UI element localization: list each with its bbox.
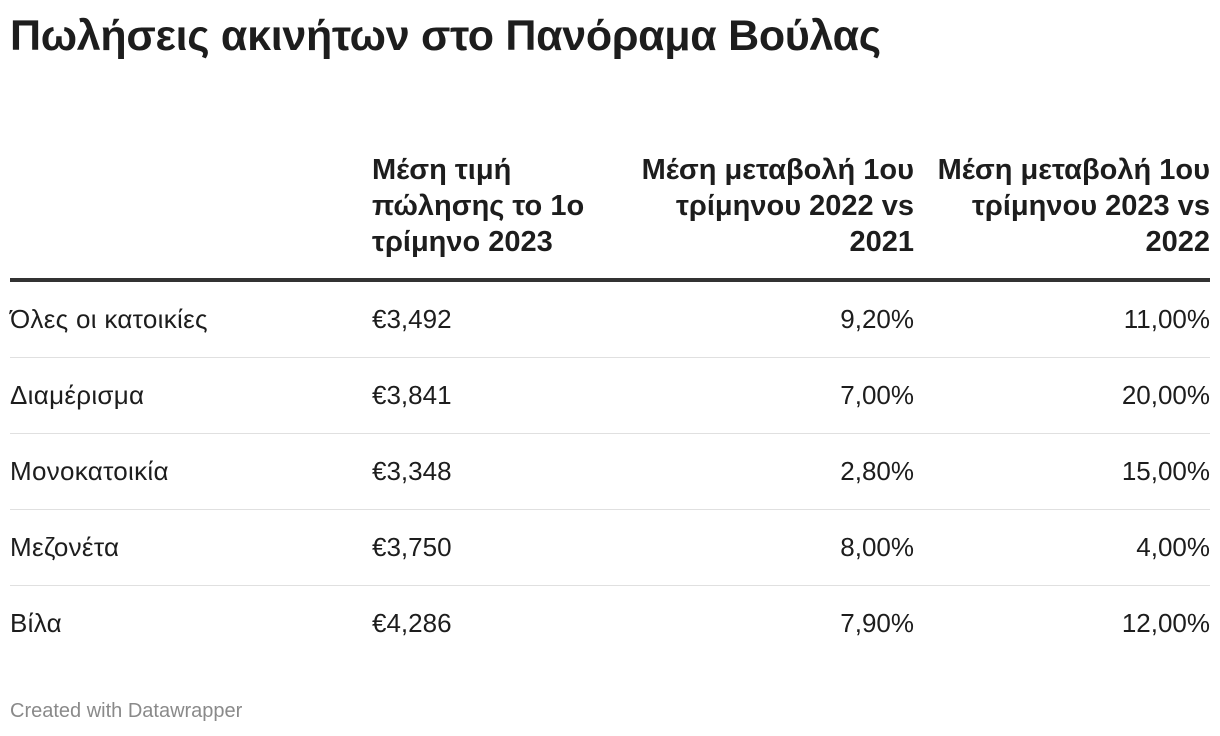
row-change-2023-vs-2022: 4,00% — [914, 509, 1210, 586]
row-price: €3,841 — [372, 357, 632, 434]
table-row: Βίλα €4,286 7,90% 12,00% — [10, 586, 1210, 662]
row-change-2022-vs-2021: 2,80% — [632, 433, 914, 510]
row-price: €3,492 — [372, 280, 632, 358]
row-category: Μονοκατοικία — [10, 433, 372, 510]
row-change-2022-vs-2021: 7,00% — [632, 357, 914, 434]
row-change-2022-vs-2021: 9,20% — [632, 280, 914, 358]
row-change-2023-vs-2022: 12,00% — [1121, 608, 1210, 638]
column-header-price: Μέση τιμή πώλησης το 1ο τρίμηνο 2023 — [372, 114, 632, 282]
row-change-2023-vs-2022: 15,00% — [914, 433, 1210, 510]
table-row: Διαμέρισμα €3,841 7,00% 20,00% — [10, 357, 1210, 434]
table-row: Μονοκατοικία €3,348 2,80% 15,00% — [10, 433, 1210, 510]
row-change-2022-vs-2021: 8,00% — [632, 509, 914, 586]
row-category: Βίλα — [10, 608, 62, 638]
row-price: €3,750 — [372, 509, 632, 586]
column-header-category — [10, 114, 372, 282]
row-category: Όλες οι κατοικίες — [10, 280, 372, 358]
table-row: Όλες οι κατοικίες €3,492 9,20% 11,00% — [10, 280, 1210, 358]
row-change-2023-vs-2022: 20,00% — [914, 357, 1210, 434]
datawrapper-credit: Created with Datawrapper — [10, 700, 243, 722]
row-price: €4,286 — [372, 608, 452, 638]
row-category: Μεζονέτα — [10, 509, 372, 586]
table-header-row: Μέση τιμή πώλησης το 1ο τρίμηνο 2023 Μέσ… — [10, 114, 1210, 282]
chart-title: Πωλήσεις ακινήτων στο Πανόραμα Βούλας — [10, 12, 881, 60]
row-price: €3,348 — [372, 433, 632, 510]
column-header-change-2022-vs-2021: Μέση μεταβολή 1ου τρίμηνου 2022 vs 2021 — [632, 114, 914, 282]
data-table: Μέση τιμή πώλησης το 1ο τρίμηνο 2023 Μέσ… — [10, 114, 1210, 661]
row-category: Διαμέρισμα — [10, 357, 372, 434]
column-header-change-2023-vs-2022: Μέση μεταβολή 1ου τρίμηνου 2023 vs 2022 — [914, 114, 1210, 282]
row-change-2022-vs-2021: 7,90% — [840, 608, 914, 638]
row-change-2023-vs-2022: 11,00% — [914, 280, 1210, 358]
table-row: Μεζονέτα €3,750 8,00% 4,00% — [10, 509, 1210, 586]
